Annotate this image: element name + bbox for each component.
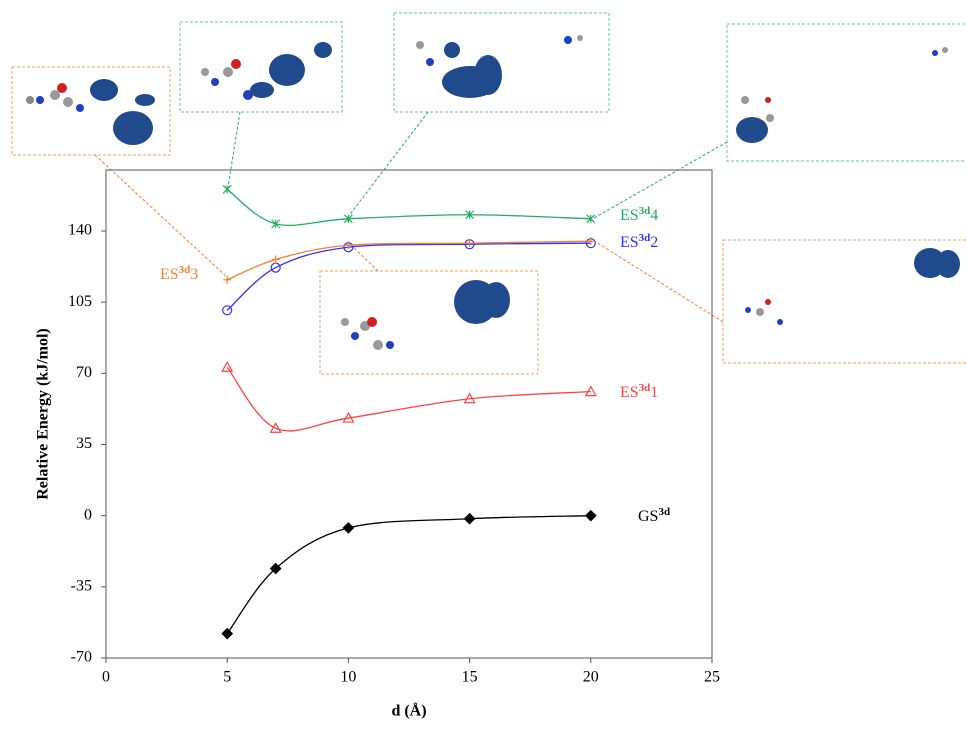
- series-line: [226, 366, 591, 432]
- inset-box: [11, 66, 171, 156]
- marker: [344, 241, 353, 250]
- marker: [463, 392, 476, 404]
- inset-box: [319, 270, 539, 375]
- y-tick-label: 0: [84, 506, 92, 523]
- marker: [584, 509, 597, 522]
- x-tick-label: 5: [223, 669, 231, 686]
- marker: [271, 255, 280, 264]
- series-label: ES3d3: [160, 264, 198, 283]
- x-tick-label: 20: [583, 669, 599, 686]
- y-tick-label: 70: [76, 364, 92, 381]
- inset-box: [726, 23, 966, 162]
- series-line: [226, 242, 591, 311]
- marker: [343, 214, 353, 224]
- inset-box: [179, 21, 343, 113]
- x-tick-label: 15: [462, 669, 478, 686]
- marker: [342, 522, 355, 534]
- series-label: ES3d4: [620, 205, 658, 224]
- y-tick-label: 140: [68, 222, 92, 239]
- series-line: [226, 240, 591, 281]
- x-tick-label: 25: [704, 669, 720, 686]
- x-tick-label: 0: [102, 669, 110, 686]
- series-label: ES3d2: [620, 232, 658, 251]
- x-axis-title: d (Å): [391, 702, 426, 720]
- y-tick-label: -70: [71, 649, 92, 666]
- y-tick-label: 105: [68, 293, 92, 310]
- marker: [221, 627, 234, 640]
- y-axis-title: Relative Energy (kJ/mol): [35, 328, 52, 500]
- marker: [584, 385, 597, 397]
- marker: [269, 562, 282, 575]
- marker: [465, 239, 474, 248]
- marker: [465, 210, 475, 220]
- marker: [271, 219, 281, 229]
- orbital-insets: [11, 12, 966, 375]
- y-tick-label: 35: [76, 435, 92, 452]
- marker: [269, 421, 282, 433]
- x-tick-label: 10: [340, 669, 356, 686]
- marker: [586, 237, 595, 246]
- marker: [342, 411, 355, 423]
- y-tick-label: -35: [71, 578, 92, 595]
- marker: [222, 184, 232, 194]
- series-line: [226, 188, 591, 227]
- marker: [223, 275, 232, 284]
- series-line: [226, 515, 591, 634]
- inset-box: [393, 12, 610, 113]
- marker: [222, 305, 233, 316]
- marker: [221, 360, 234, 372]
- plot-frame: [105, 169, 713, 659]
- inset-box: [722, 239, 966, 364]
- series-label: ES3d1: [620, 382, 658, 401]
- marker: [463, 512, 476, 525]
- marker: [586, 214, 596, 224]
- series-label: GS3d: [638, 506, 670, 525]
